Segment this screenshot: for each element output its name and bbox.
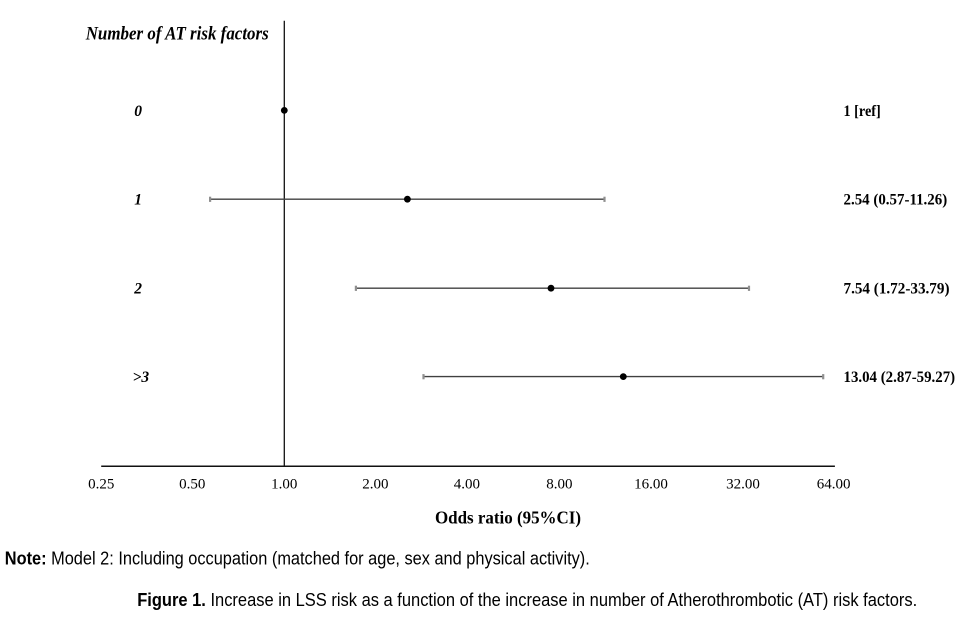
svg-text:0.50: 0.50 (179, 477, 205, 493)
svg-text:0: 0 (134, 103, 142, 120)
svg-text:1.00: 1.00 (271, 477, 297, 493)
svg-text:64.00: 64.00 (817, 477, 851, 493)
svg-text:13.04 (2.87-59.27): 13.04 (2.87-59.27) (844, 369, 956, 386)
svg-text:2: 2 (133, 280, 142, 297)
svg-text:2.54 (0.57-11.26): 2.54 (0.57-11.26) (844, 192, 948, 209)
svg-text:8.00: 8.00 (546, 477, 572, 493)
svg-text:Note: Model 2: Including occup: Note: Model 2: Including occupation (mat… (5, 548, 590, 569)
svg-text:0.25: 0.25 (88, 477, 114, 493)
svg-text:Odds ratio (95%CI): Odds ratio (95%CI) (435, 508, 581, 528)
svg-text:4.00: 4.00 (454, 477, 480, 493)
svg-text:Number of AT risk factors: Number of AT risk factors (85, 24, 269, 45)
svg-text:16.00: 16.00 (634, 477, 668, 493)
svg-text:7.54 (1.72-33.79): 7.54 (1.72-33.79) (844, 280, 950, 297)
svg-text:1: 1 (134, 192, 142, 209)
svg-text:32.00: 32.00 (726, 477, 760, 493)
svg-text:>3: >3 (133, 369, 150, 386)
svg-text:2.00: 2.00 (362, 477, 388, 493)
svg-text:Figure 1. Increase in LSS risk: Figure 1. Increase in LSS risk as a func… (137, 589, 917, 610)
svg-text:1 [ref]: 1 [ref] (844, 103, 881, 120)
